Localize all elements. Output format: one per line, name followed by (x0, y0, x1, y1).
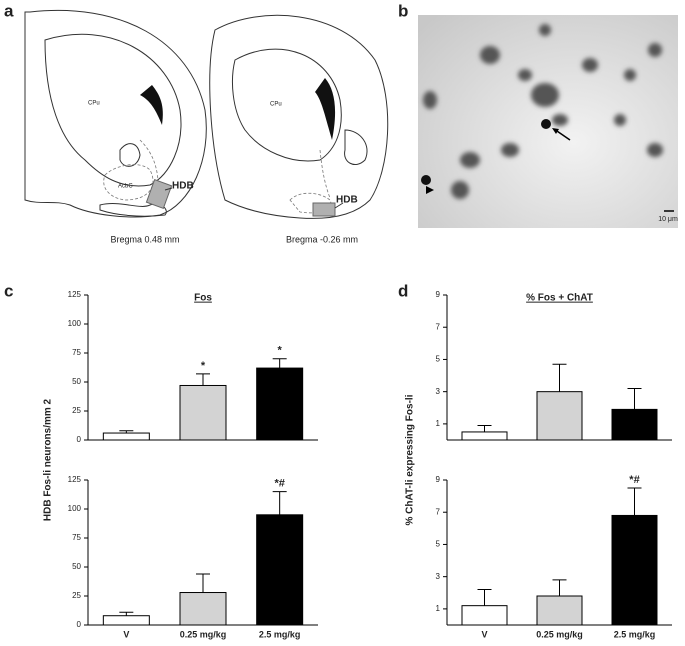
panel-label: d (398, 281, 408, 300)
annotation: * (278, 345, 283, 357)
bar (461, 605, 508, 626)
y-tick-label: 9 (436, 290, 441, 299)
bar (536, 391, 583, 441)
y-tick-label: 75 (72, 348, 81, 357)
error-bar (477, 589, 492, 606)
panel-label: c (4, 281, 13, 300)
error-bar (552, 579, 567, 596)
y-tick-label: 0 (77, 620, 82, 629)
error-bar (477, 425, 492, 432)
bar (102, 432, 150, 441)
x-tick-label: 0.25 mg/kg (180, 629, 227, 639)
error-bar (552, 363, 567, 392)
y-tick-label: 25 (72, 591, 81, 600)
y-tick-label: 50 (72, 562, 81, 571)
y-axis-label: HDB Fos-li neurons/mm 2 (43, 398, 54, 521)
error-bar (196, 373, 210, 386)
error-bar (119, 611, 134, 616)
y-tick-label: 1 (436, 604, 441, 613)
bar (179, 592, 227, 626)
y-tick-label: 100 (68, 504, 82, 513)
x-tick-label: V (123, 629, 129, 639)
micrograph: 10 μm (418, 15, 678, 228)
y-tick-label: 100 (68, 319, 82, 328)
scale-bar-label: 10 μm (658, 216, 678, 223)
y-tick-label: 5 (436, 540, 441, 549)
panel-label: b (398, 1, 408, 20)
x-tick-label: 2.5 mg/kg (259, 629, 301, 639)
bar (611, 514, 658, 626)
y-tick-label: 25 (72, 406, 81, 415)
annotation: * (201, 360, 206, 372)
bar (611, 408, 658, 441)
y-tick-label: 1 (436, 419, 441, 428)
chart-title: Fos (194, 293, 212, 304)
y-tick-label: 125 (68, 475, 82, 484)
bar (102, 615, 150, 626)
error-bar (272, 358, 287, 369)
target-label: HDB (336, 195, 358, 206)
x-tick-label: 0.25 mg/kg (536, 629, 583, 639)
atlas-left: CPu AcbC HDB Bregma 0.48 mm (24, 9, 207, 244)
error-bar (119, 430, 134, 434)
bar (536, 595, 583, 626)
region-label: AcbC (118, 184, 133, 190)
y-tick-label: 50 (72, 377, 81, 386)
error-bar (196, 573, 210, 593)
region-label: CPu (270, 102, 282, 108)
y-tick-label: 75 (72, 533, 81, 542)
y-tick-label: 0 (77, 435, 82, 444)
bar (179, 384, 227, 441)
y-tick-label: 7 (436, 322, 441, 331)
y-tick-label: 5 (436, 355, 441, 364)
target-label: HDB (172, 181, 194, 192)
y-tick-label: 7 (436, 507, 441, 516)
annotation: *# (274, 478, 284, 490)
region-label: CPu (88, 101, 100, 107)
bar (256, 514, 304, 626)
caption: Bregma 0.48 mm (110, 234, 179, 244)
y-tick-label: 3 (436, 572, 441, 581)
chart-title: % Fos + ChAT (526, 293, 593, 304)
annotation: *# (629, 474, 639, 486)
y-tick-label: 9 (436, 475, 441, 484)
error-bar (627, 387, 642, 410)
y-tick-label: 125 (68, 290, 82, 299)
error-bar (272, 491, 287, 515)
error-bar (627, 487, 642, 516)
x-tick-label: 2.5 mg/kg (614, 629, 656, 639)
panel-label: a (4, 1, 14, 20)
x-tick-label: V (481, 629, 487, 639)
atlas-right: CPu HDB Bregma -0.26 mm (209, 14, 389, 244)
y-axis-label: % ChAT-li expressing Fos-li (405, 394, 416, 525)
caption: Bregma -0.26 mm (286, 234, 358, 244)
bar (461, 431, 508, 441)
bar (256, 367, 304, 441)
y-tick-label: 3 (436, 387, 441, 396)
